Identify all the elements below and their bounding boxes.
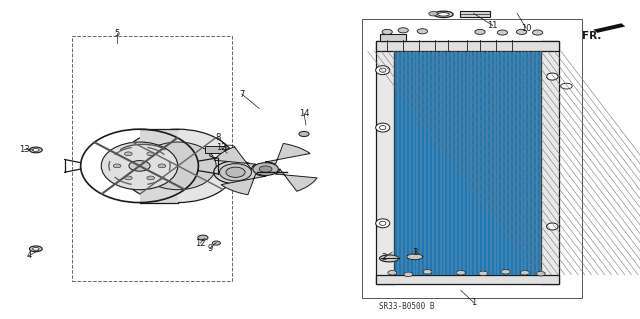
Ellipse shape [140, 142, 216, 190]
Text: 8: 8 [215, 133, 220, 142]
Bar [460, 11, 490, 17]
Ellipse shape [226, 167, 245, 177]
Text: 3: 3 [412, 248, 417, 257]
Circle shape [516, 29, 527, 34]
Circle shape [253, 163, 278, 175]
Text: 9: 9 [207, 244, 212, 253]
Bar [376, 41, 559, 51]
Text: 14: 14 [299, 109, 309, 118]
Circle shape [147, 176, 154, 180]
Text: 5: 5 [115, 29, 120, 38]
Ellipse shape [407, 254, 423, 260]
Ellipse shape [561, 83, 572, 89]
Circle shape [532, 30, 543, 35]
Ellipse shape [380, 255, 399, 262]
Ellipse shape [33, 149, 39, 151]
Ellipse shape [119, 129, 237, 203]
Circle shape [382, 29, 392, 34]
Ellipse shape [380, 221, 386, 225]
Ellipse shape [376, 123, 390, 132]
Bar [394, 51, 541, 275]
Circle shape [388, 271, 397, 275]
Text: 2: 2 [381, 253, 387, 262]
Text: 13: 13 [19, 145, 29, 154]
Circle shape [501, 270, 510, 274]
Circle shape [475, 29, 485, 34]
Text: 12: 12 [195, 239, 205, 248]
Circle shape [479, 271, 488, 276]
Bar [72, 36, 232, 281]
Ellipse shape [220, 164, 252, 181]
Ellipse shape [212, 241, 220, 245]
Polygon shape [276, 169, 317, 191]
Ellipse shape [198, 235, 208, 240]
Circle shape [125, 152, 132, 156]
Circle shape [147, 152, 154, 156]
Ellipse shape [380, 126, 386, 130]
Bar [376, 275, 559, 284]
Text: 11: 11 [488, 21, 498, 30]
Bar [376, 41, 394, 284]
Ellipse shape [101, 142, 178, 190]
Bar [380, 34, 406, 41]
Text: 1: 1 [471, 298, 476, 307]
Text: 10: 10 [521, 24, 531, 33]
Ellipse shape [299, 131, 309, 137]
Circle shape [497, 30, 508, 35]
Circle shape [125, 176, 132, 180]
Ellipse shape [29, 147, 42, 153]
Polygon shape [265, 144, 310, 164]
Ellipse shape [547, 223, 558, 230]
Text: FR.: FR. [582, 32, 602, 41]
Ellipse shape [33, 248, 39, 250]
Text: 12: 12 [216, 143, 227, 152]
Text: 4: 4 [26, 251, 31, 260]
Ellipse shape [376, 66, 390, 75]
Ellipse shape [434, 11, 453, 18]
Circle shape [113, 164, 121, 168]
Ellipse shape [380, 68, 386, 72]
Polygon shape [221, 174, 266, 195]
Ellipse shape [438, 13, 449, 16]
Circle shape [417, 29, 428, 34]
Circle shape [536, 271, 545, 276]
Circle shape [398, 28, 408, 33]
Polygon shape [593, 23, 625, 33]
Ellipse shape [221, 153, 230, 158]
Circle shape [456, 271, 465, 275]
Circle shape [158, 164, 166, 168]
Circle shape [404, 272, 413, 277]
Polygon shape [214, 147, 255, 169]
Bar [541, 41, 559, 284]
Circle shape [429, 11, 438, 16]
Ellipse shape [29, 246, 42, 252]
Ellipse shape [547, 73, 558, 80]
Ellipse shape [214, 161, 257, 184]
Bar [394, 51, 541, 275]
Bar [394, 51, 541, 275]
Circle shape [423, 270, 432, 274]
Bar [205, 146, 225, 153]
Ellipse shape [376, 219, 390, 228]
Circle shape [129, 160, 150, 171]
Circle shape [259, 166, 272, 172]
Circle shape [520, 271, 529, 275]
Text: SR33-B0500 B: SR33-B0500 B [379, 302, 434, 311]
Text: 7: 7 [239, 90, 244, 99]
Bar [362, 19, 582, 298]
